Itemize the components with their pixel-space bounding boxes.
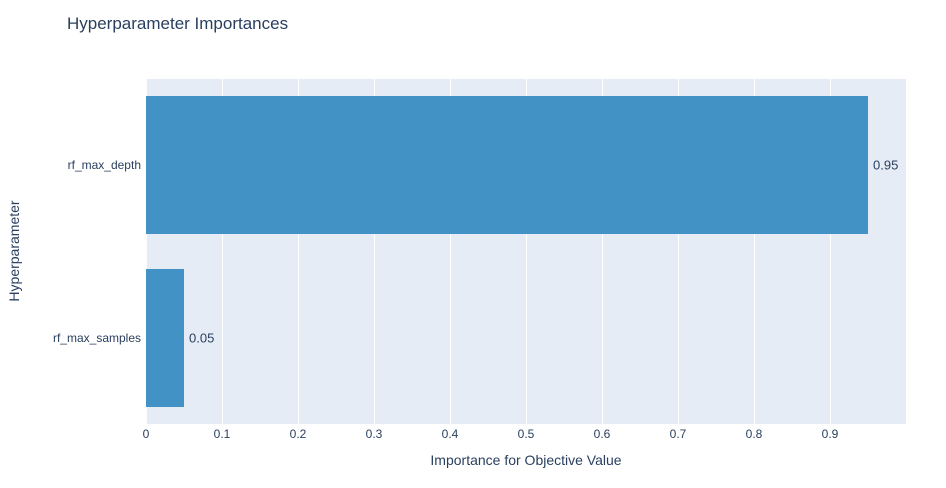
y-tick-label: rf_max_depth (67, 158, 141, 173)
bar-value-label: 0.05 (189, 330, 215, 346)
gridline (678, 79, 679, 424)
x-tick-label: 0 (142, 427, 150, 441)
gridline (450, 79, 451, 424)
gridline (754, 79, 755, 424)
y-axis-title: Hyperparameter (6, 200, 22, 302)
x-tick-label: 0.9 (821, 427, 839, 441)
x-tick-label: 0.5 (517, 427, 535, 441)
gridline (526, 79, 527, 424)
gridline (222, 79, 223, 424)
plot-area[interactable]: 0.95 0.05 (146, 79, 906, 424)
gridline (298, 79, 299, 424)
y-tick-label: rf_max_samples (52, 330, 141, 345)
gridline (146, 79, 147, 424)
gridline (830, 79, 831, 424)
x-tick-label: 0.3 (365, 427, 383, 441)
bar-rf_max_depth[interactable] (146, 96, 868, 235)
bar-value-label: 0.95 (873, 157, 899, 173)
x-tick-label: 0.8 (745, 427, 763, 441)
x-tick-label: 0.6 (593, 427, 611, 441)
x-tick-label: 0.7 (669, 427, 687, 441)
x-tick-label: 0.1 (213, 427, 231, 441)
bar-rf_max_samples[interactable] (146, 268, 184, 407)
gridline (602, 79, 603, 424)
x-tick-label: 0.4 (441, 427, 459, 441)
x-axis-title: Importance for Objective Value (430, 452, 622, 468)
x-tick-label: 0.2 (289, 427, 307, 441)
gridline (374, 79, 375, 424)
chart-title: Hyperparameter Importances (67, 14, 289, 33)
